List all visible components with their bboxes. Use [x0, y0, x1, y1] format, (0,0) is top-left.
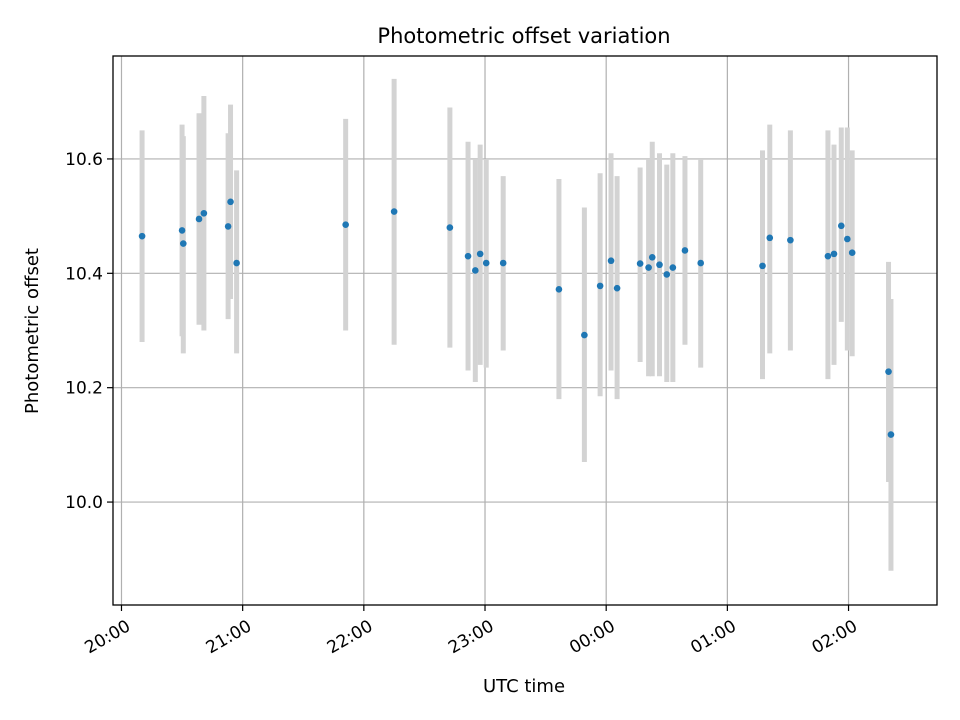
data-point: [669, 264, 677, 271]
data-point: [887, 431, 895, 438]
data-point: [636, 260, 644, 267]
data-point: [787, 236, 794, 244]
point-layer: [138, 198, 895, 438]
data-point: [233, 259, 240, 267]
grid-layer: [113, 56, 937, 605]
y-tick-label: 10.2: [65, 379, 103, 399]
data-point: [645, 264, 652, 271]
data-point: [464, 252, 472, 260]
data-point: [663, 271, 671, 278]
data-point: [656, 261, 663, 269]
data-point: [224, 223, 232, 230]
data-point: [499, 259, 507, 267]
y-tick-label: 10.0: [65, 493, 103, 513]
data-point: [476, 250, 484, 258]
data-point: [830, 250, 838, 258]
data-point: [681, 247, 689, 254]
data-point: [885, 368, 892, 375]
data-point: [596, 282, 604, 290]
data-point: [555, 286, 563, 293]
data-point: [581, 331, 588, 339]
data-point: [472, 267, 479, 274]
data-point: [195, 215, 203, 223]
data-point: [200, 209, 208, 217]
data-point: [844, 235, 851, 243]
chart-title: Photometric offset variation: [377, 24, 670, 48]
data-point: [759, 262, 766, 270]
y-tick-label: 10.6: [65, 150, 103, 170]
data-point: [179, 240, 187, 247]
data-point: [848, 249, 856, 257]
data-point: [837, 222, 845, 230]
data-point: [138, 232, 146, 240]
data-point: [697, 259, 705, 267]
data-point: [648, 253, 656, 261]
data-point: [607, 257, 615, 265]
data-point: [390, 208, 398, 215]
y-axis-title: Photometric offset: [22, 248, 43, 414]
data-point: [824, 252, 832, 260]
data-point: [482, 259, 490, 267]
data-point: [178, 227, 186, 234]
y-tick-label: 10.4: [65, 264, 103, 284]
data-point: [766, 234, 774, 242]
x-axis-title: UTC time: [483, 676, 565, 697]
data-point: [342, 221, 349, 229]
data-point: [613, 284, 621, 292]
data-point: [446, 224, 454, 231]
data-point: [227, 198, 234, 206]
plot-frame: [112, 55, 938, 606]
